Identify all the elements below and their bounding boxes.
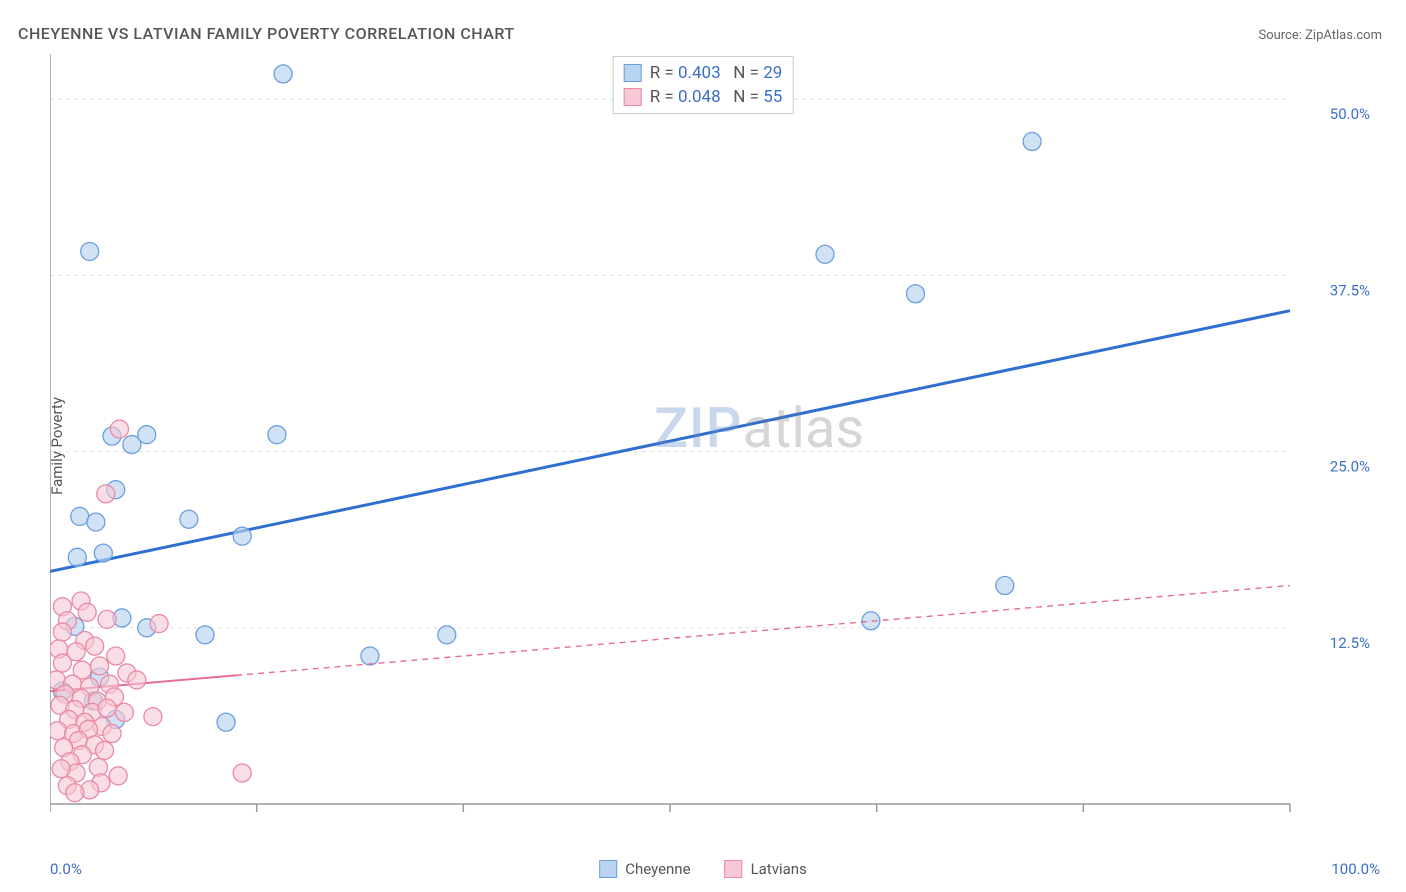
data-point (96, 741, 114, 759)
data-point (180, 510, 198, 528)
data-point (66, 784, 84, 802)
source-name: ZipAtlas.com (1305, 28, 1382, 43)
data-point (233, 764, 251, 782)
y-tick-label: 50.0% (1330, 105, 1370, 123)
data-point (94, 544, 112, 562)
data-point (71, 507, 89, 525)
data-point (68, 548, 86, 566)
data-point (50, 722, 66, 740)
x-axis-min-label: 0.0% (50, 860, 82, 878)
legend-series-label: Cheyenne (625, 860, 690, 878)
data-point (78, 603, 96, 621)
data-point (98, 699, 116, 717)
data-point (138, 426, 156, 444)
legend-swatch (624, 88, 642, 106)
legend-series-label: Latvians (751, 860, 807, 878)
legend-series-item: Cheyenne (599, 860, 690, 878)
data-point (109, 767, 127, 785)
legend-correlation-text: R = 0.403 N = 29 (650, 63, 783, 83)
data-point (816, 245, 834, 263)
data-point (996, 577, 1014, 595)
chart-container: CHEYENNE VS LATVIAN FAMILY POVERTY CORRE… (0, 0, 1406, 892)
data-point (97, 485, 115, 503)
data-point (91, 657, 109, 675)
data-point (81, 242, 99, 260)
chart-title: CHEYENNE VS LATVIAN FAMILY POVERTY CORRE… (18, 24, 515, 43)
data-point (268, 426, 286, 444)
data-point (53, 623, 71, 641)
y-tick-label: 25.0% (1330, 458, 1370, 476)
data-point (107, 647, 125, 665)
data-point (907, 285, 925, 303)
data-point (87, 513, 105, 531)
data-point (103, 725, 121, 743)
data-point (150, 615, 168, 633)
data-point (128, 671, 146, 689)
legend-correlation-row: R = 0.048 N = 55 (624, 85, 783, 109)
y-tick-label: 12.5% (1330, 634, 1370, 652)
legend-swatch (599, 860, 617, 878)
data-point (233, 527, 251, 545)
data-point (144, 708, 162, 726)
data-point (438, 626, 456, 644)
legend-series: Cheyenne Latvians (599, 860, 807, 878)
legend-correlation-row: R = 0.403 N = 29 (624, 61, 783, 85)
data-point (115, 703, 133, 721)
legend-correlation-text: R = 0.048 N = 55 (650, 87, 783, 107)
data-point (53, 654, 71, 672)
legend-swatch (725, 860, 743, 878)
legend-correlation: R = 0.403 N = 29 R = 0.048 N = 55 (613, 56, 794, 114)
data-point (110, 420, 128, 438)
data-point (86, 637, 104, 655)
data-point (52, 760, 70, 778)
source-attribution: Source: ZipAtlas.com (1258, 28, 1382, 43)
data-point (361, 647, 379, 665)
legend-series-item: Latvians (725, 860, 807, 878)
plot-area: 12.5% 25.0% 37.5% 50.0% (50, 54, 1380, 824)
data-point (274, 65, 292, 83)
data-point (196, 626, 214, 644)
data-point (1023, 133, 1041, 151)
data-point (98, 610, 116, 628)
data-point (217, 713, 235, 731)
legend-swatch (624, 64, 642, 82)
source-prefix: Source: (1258, 28, 1305, 43)
x-axis-max-label: 100.0% (1331, 860, 1380, 878)
y-tick-label: 37.5% (1330, 281, 1370, 299)
